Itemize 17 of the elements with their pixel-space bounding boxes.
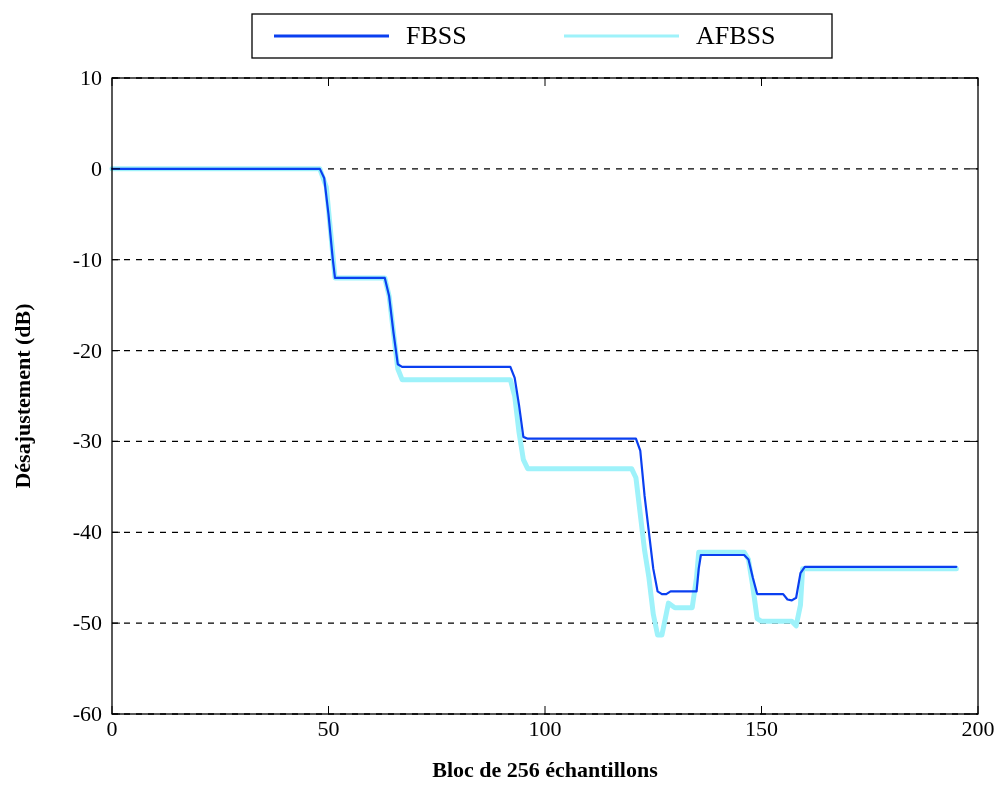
y-axis-title: Désajustement (dB) bbox=[10, 303, 35, 489]
x-tick-label: 50 bbox=[317, 716, 340, 741]
x-axis-title: Bloc de 256 échantillons bbox=[432, 757, 659, 782]
y-tick-label: -20 bbox=[72, 337, 102, 363]
x-tick-label: 200 bbox=[961, 716, 995, 741]
x-tick-label: 150 bbox=[745, 716, 778, 741]
y-tick-label: -60 bbox=[72, 701, 102, 726]
y-tick-label: -10 bbox=[72, 246, 102, 272]
y-tick-label: 0 bbox=[91, 155, 102, 181]
y-tick-label: -30 bbox=[72, 428, 102, 454]
y-tick-label: -50 bbox=[72, 610, 102, 636]
legend-label: FBSS bbox=[406, 21, 467, 50]
x-tick-label: 100 bbox=[528, 716, 562, 741]
y-tick-label: 10 bbox=[80, 65, 102, 90]
x-tick-label: 0 bbox=[106, 716, 118, 741]
y-tick-label: -40 bbox=[72, 519, 102, 545]
legend-label: AFBSS bbox=[696, 21, 776, 50]
